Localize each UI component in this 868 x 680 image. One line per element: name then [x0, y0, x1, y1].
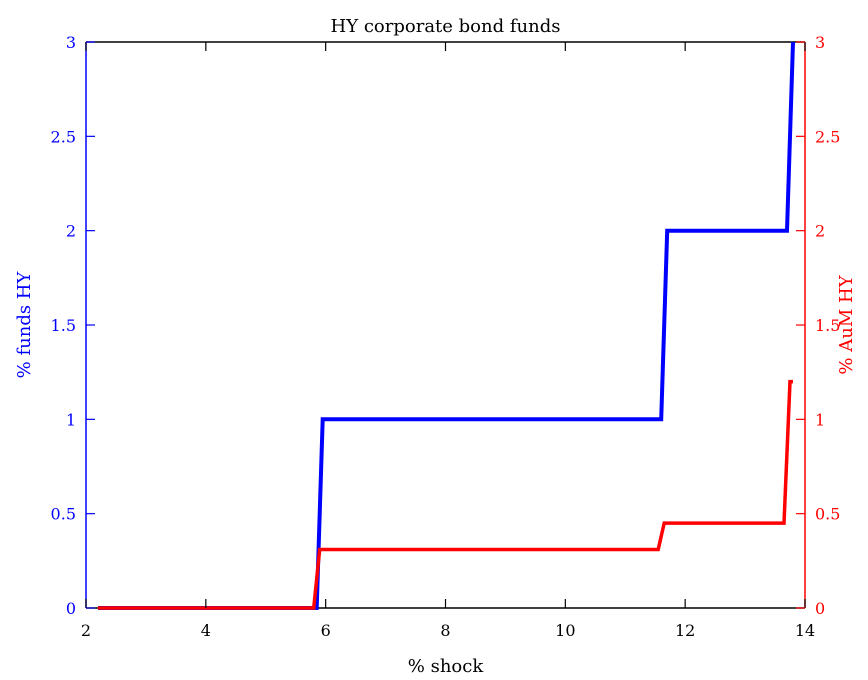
y-left-tick-label: 2.5: [51, 127, 76, 146]
x-axis-label: % shock: [408, 656, 485, 677]
y-left-tick-label: 0.5: [51, 505, 76, 524]
series-layer: [97, 41, 795, 610]
y-right-tick-label: 3: [815, 33, 825, 52]
y-axis-right-label: % AuM HY: [836, 274, 857, 374]
y-right-tick-label: 0: [815, 599, 825, 618]
y-right-tick-label: 1.5: [815, 316, 840, 335]
y-left-tick-label: 2: [66, 222, 76, 241]
x-tick-label: 2: [81, 621, 91, 640]
y-right-tick-label: 1: [815, 410, 825, 429]
x-tick-label: 4: [201, 621, 211, 640]
y-left-tick-label: 1.5: [51, 316, 76, 335]
series-line-aum: [98, 379, 793, 610]
y-left-tick-label: 1: [66, 410, 76, 429]
y-left-tick-label: 3: [66, 33, 76, 52]
x-tick-label: 10: [555, 621, 575, 640]
x-tick-label: 14: [795, 621, 815, 640]
x-tick-label: 8: [440, 621, 450, 640]
x-tick-label: 6: [321, 621, 331, 640]
y-left-tick-label: 0: [66, 599, 76, 618]
y-right-tick-label: 2.5: [815, 127, 840, 146]
chart-title: HY corporate bond funds: [331, 16, 561, 37]
y-axis-left-label: % funds HY: [14, 271, 35, 379]
y-right-tick-label: 0.5: [815, 505, 840, 524]
y-right-tick-label: 2: [815, 222, 825, 241]
x-tick-label: 12: [675, 621, 695, 640]
